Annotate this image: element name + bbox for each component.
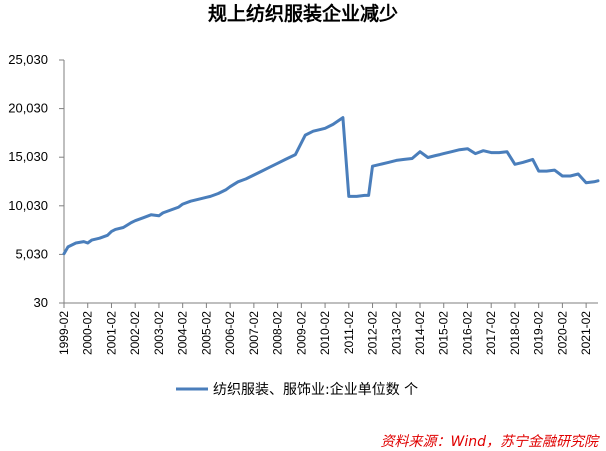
x-tick-label: 2019-02: [532, 311, 546, 355]
source-note: 资料来源：Wind，苏宁金融研究院: [381, 434, 600, 450]
x-tick-label: 2003-02: [152, 311, 166, 355]
x-axis: 1999-02 2000-02 2001-02 2002-02 2003-02 2004-…: [57, 302, 598, 355]
x-tick-label: 2000-02: [81, 311, 95, 355]
x-tick-label: 2015-02: [437, 311, 451, 355]
x-tick-label: 2018-02: [508, 311, 522, 355]
x-tick-label: 2012-02: [366, 311, 380, 355]
x-tick-label: 2005-02: [199, 311, 213, 355]
x-tick-label: 2021-02: [579, 311, 593, 355]
x-tick-label: 1999-02: [57, 311, 71, 355]
x-tick-label: 2006-02: [223, 311, 237, 355]
x-tick-label: 2014-02: [413, 311, 427, 355]
x-tick-label: 2020-02: [555, 311, 569, 355]
x-tick-label: 2016-02: [460, 311, 474, 355]
x-tick-label: 2007-02: [247, 311, 261, 355]
y-tick-label: 25,030: [8, 52, 48, 67]
x-tick-label: 2009-02: [294, 311, 308, 355]
y-tick-label: 5,030: [15, 246, 48, 261]
series-line: [62, 116, 600, 256]
x-tick-label: 2011-02: [342, 311, 356, 354]
y-axis: 30 5,030 10,030 15,030 20,030 25,030: [8, 52, 65, 310]
x-tick-label: 2004-02: [176, 311, 190, 355]
x-tick-label: 2002-02: [128, 311, 142, 355]
x-tick-label: 2013-02: [389, 311, 403, 355]
y-tick-label: 15,030: [8, 149, 48, 164]
x-tick-label: 2010-02: [318, 311, 332, 355]
y-tick-label: 30: [34, 295, 48, 310]
legend: 纺织服装、服饰业:企业单位数 个: [176, 381, 418, 398]
x-tick-label: 2017-02: [484, 311, 498, 355]
chart-title: 规上纺织服装企业减少: [208, 2, 398, 25]
x-tick-label: 2001-02: [104, 311, 118, 355]
x-tick-label: 2008-02: [271, 311, 285, 355]
y-tick-label: 10,030: [8, 198, 48, 213]
plot-area: [62, 116, 600, 256]
legend-item-label: 纺织服装、服饰业:企业单位数 个: [213, 381, 418, 398]
y-tick-label: 20,030: [8, 101, 48, 116]
